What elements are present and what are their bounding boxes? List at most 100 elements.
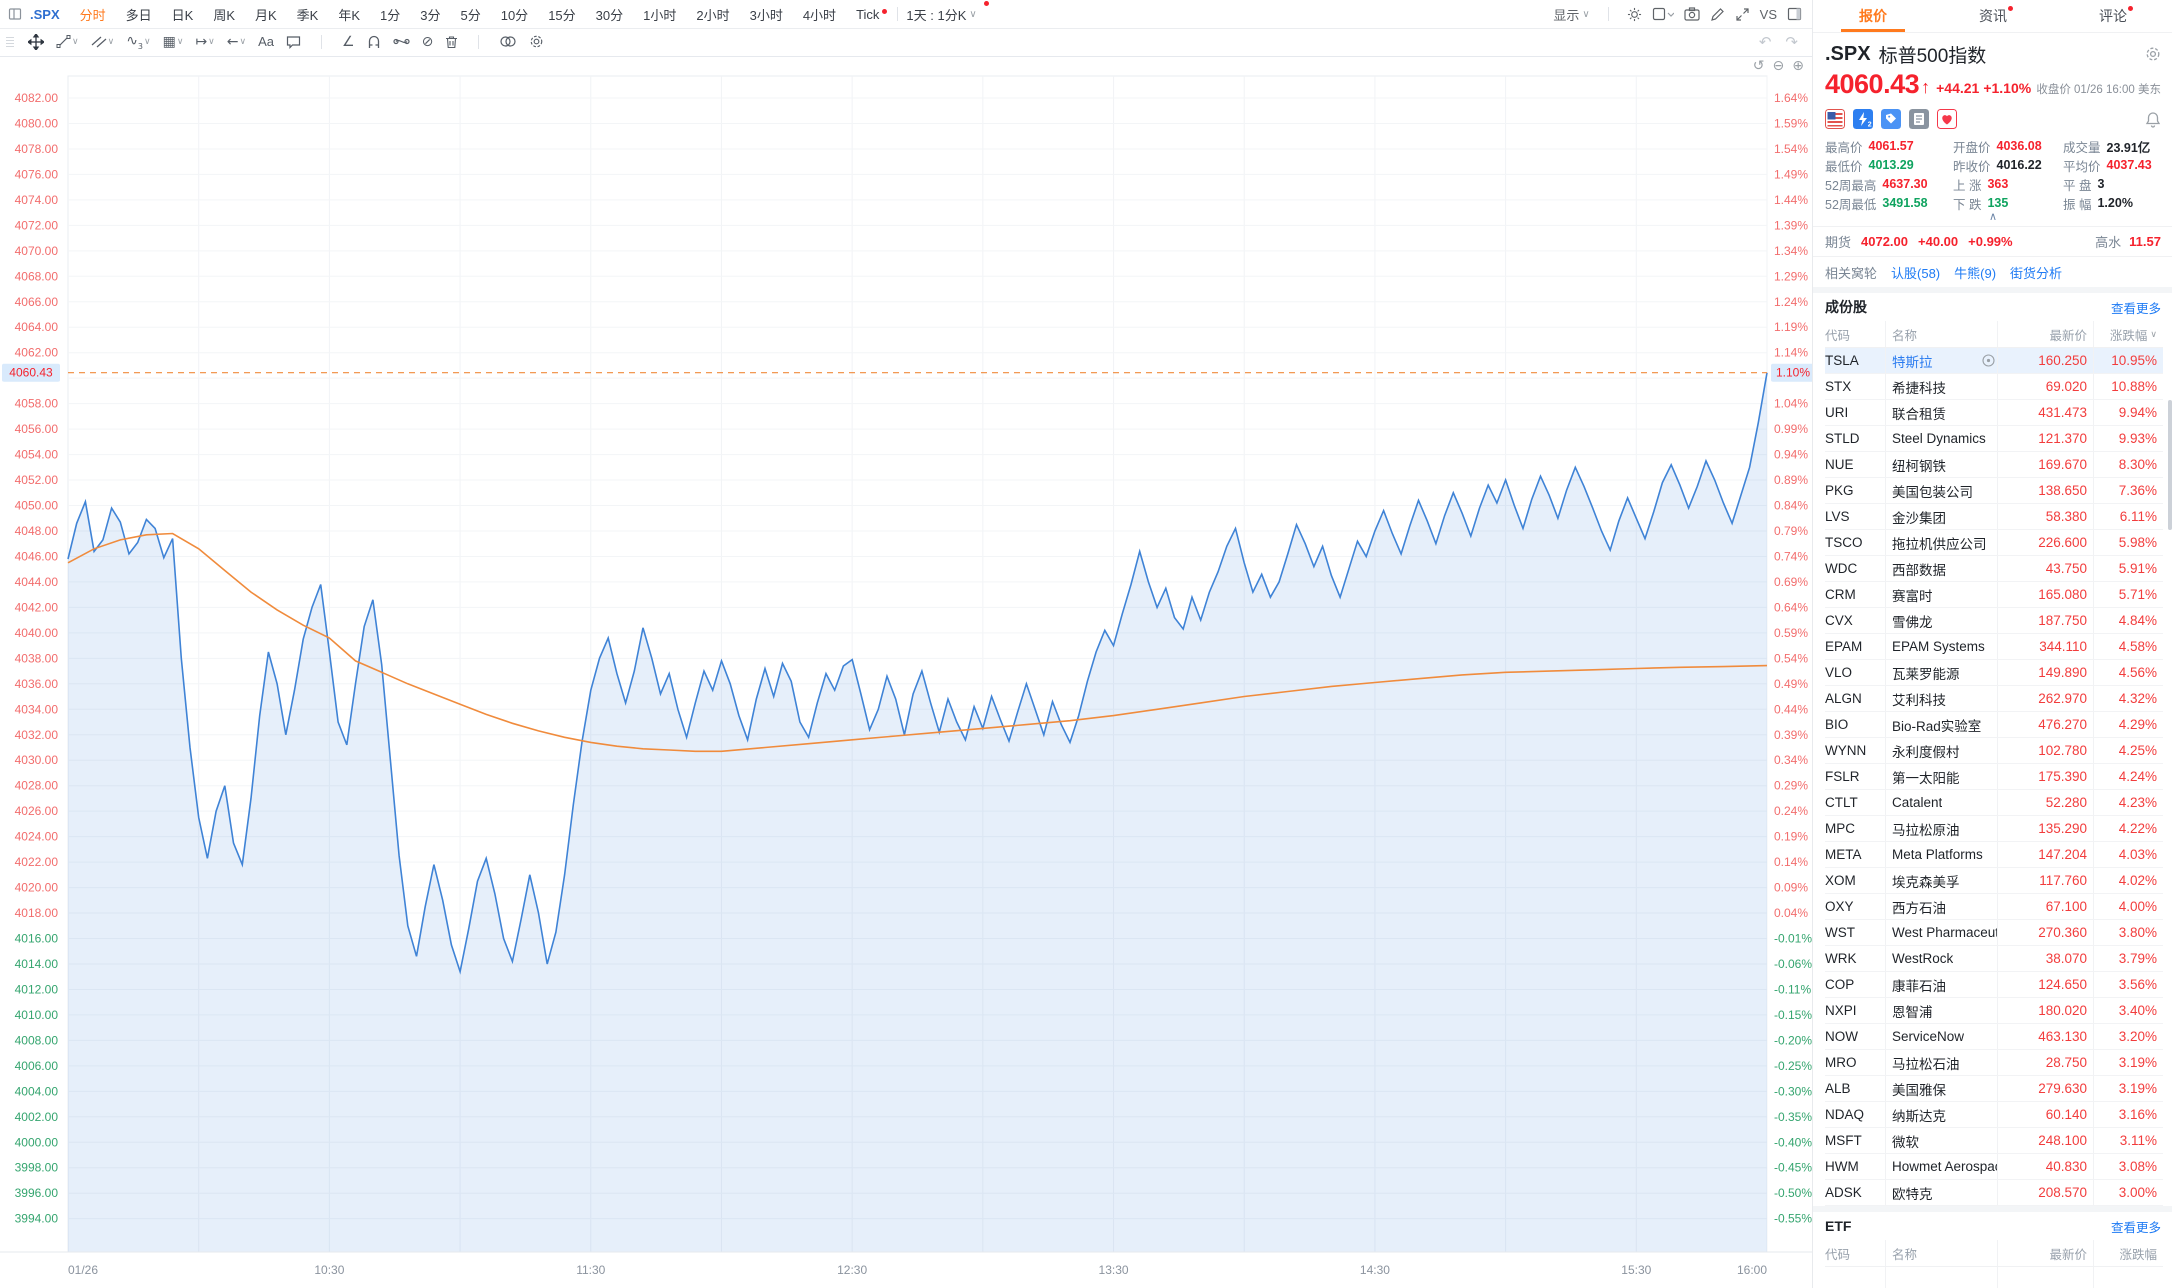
timeframe-tab-1小时[interactable]: 1小时 xyxy=(643,7,677,23)
etf-view-more-link[interactable]: 查看更多 xyxy=(2110,1220,2161,1235)
timeframe-tab-30分[interactable]: 30分 xyxy=(595,7,624,23)
chart-style-selector-icon[interactable] xyxy=(1652,7,1674,21)
timeframe-tab-分时[interactable]: 分时 xyxy=(79,7,106,23)
component-row[interactable]: CRM 赛富时 165.080 5.71% xyxy=(1825,582,2163,608)
header-cell[interactable]: 最新价 xyxy=(1997,321,2093,347)
component-row[interactable]: MRO 马拉松石油 28.750 3.19% xyxy=(1825,1050,2163,1076)
timeframe-tab-10分[interactable]: 10分 xyxy=(500,7,529,23)
move-cursor-icon[interactable] xyxy=(28,33,44,50)
component-row[interactable]: EPAM EPAM Systems 344.110 4.58% xyxy=(1825,634,2163,660)
component-row[interactable]: NUE 纽柯钢铁 169.670 8.30% xyxy=(1825,452,2163,478)
component-row[interactable]: LVS 金沙集团 58.380 6.11% xyxy=(1825,504,2163,530)
component-row[interactable]: MPC 马拉松原油 135.290 4.22% xyxy=(1825,816,2163,842)
component-row[interactable]: META Meta Platforms 147.204 4.03% xyxy=(1825,842,2163,868)
component-row[interactable]: ALGN 艾利科技 262.970 4.32% xyxy=(1825,686,2163,712)
angle-tool-icon[interactable]: ∠ xyxy=(342,33,355,50)
level2-quote-badge-icon[interactable]: 2 xyxy=(1853,109,1873,129)
panel-settings-gear-icon[interactable] xyxy=(2145,46,2161,62)
component-row[interactable]: WYNN 永利度假村 102.780 4.25% xyxy=(1825,738,2163,764)
component-row[interactable]: COP 康菲石油 124.650 3.56% xyxy=(1825,972,2163,998)
timeframe-tab-5分[interactable]: 5分 xyxy=(460,7,481,23)
component-row[interactable]: STLD Steel Dynamics 121.370 9.93% xyxy=(1825,426,2163,452)
panel-scrollbar[interactable] xyxy=(2168,400,2172,530)
timeframe-tab-3分[interactable]: 3分 xyxy=(420,7,441,23)
timeframe-tab-15分[interactable]: 15分 xyxy=(548,7,576,23)
intraday-chart-svg[interactable]: 4082.00 1.64% 4080.00 1.59% 4078.00 1.54% 4076… xyxy=(0,56,1815,1288)
draw-pencil-icon[interactable] xyxy=(1710,7,1725,22)
wave-tool[interactable]: ∿3 ∨ xyxy=(126,33,151,51)
timeframe-tab-周K[interactable]: 周K xyxy=(213,7,235,23)
component-row[interactable]: PKG 美国包装公司 138.650 7.36% xyxy=(1825,478,2163,504)
component-row[interactable]: CTLT Catalent 52.280 4.23% xyxy=(1825,790,2163,816)
arrow-annotation-tool[interactable]: ← ∨ xyxy=(226,33,247,50)
zoom-out-icon[interactable]: ⊖ xyxy=(1772,58,1785,74)
component-row[interactable]: WDC 西部数据 43.750 5.91% xyxy=(1825,556,2163,582)
header-cell[interactable]: 代码 xyxy=(1825,328,1851,343)
component-row[interactable]: NDAQ 纳斯达克 60.140 3.16% xyxy=(1825,1102,2163,1128)
timeframe-tab-3小时[interactable]: 3小时 xyxy=(749,7,783,23)
component-row[interactable]: STX 希捷科技 69.020 10.88% xyxy=(1825,374,2163,400)
component-row[interactable]: VLO 瓦莱罗能源 149.890 4.56% xyxy=(1825,660,2163,686)
undo-icon[interactable]: ↶ xyxy=(1758,33,1772,51)
header-cell[interactable]: 涨跌幅 ∨ xyxy=(2093,321,2163,347)
warrant-link[interactable]: 认股(58) xyxy=(1891,265,1941,281)
channel-tool[interactable]: ∨ xyxy=(91,35,114,49)
favorite-heart-icon[interactable] xyxy=(1937,109,1957,129)
measure-tool[interactable]: ↦ ∨ xyxy=(195,33,215,50)
trendline-tool[interactable]: ∨ xyxy=(56,34,79,49)
header-cell[interactable]: 代码 xyxy=(1825,1247,1851,1262)
header-cell[interactable]: 名称 xyxy=(1885,1240,1997,1266)
intraday-chart-area[interactable]: 4082.00 1.64% 4080.00 1.59% 4078.00 1.54% 4076… xyxy=(0,56,1815,1288)
warrant-link[interactable]: 牛熊(9) xyxy=(1954,265,1997,281)
panel-tab-资讯[interactable]: 资讯 xyxy=(1933,0,2053,32)
sync-drawings-icon[interactable] xyxy=(392,35,410,48)
timeframe-tab-Tick[interactable]: Tick xyxy=(846,7,889,22)
collapse-stats-chevron[interactable]: ∧ xyxy=(1988,211,1998,223)
redo-icon[interactable]: ↷ xyxy=(1785,33,1798,51)
timeframe-tab-多日[interactable]: 多日 xyxy=(125,7,152,23)
kline-selector[interactable]: 1天 : 1分K ∨ xyxy=(906,0,989,24)
warrant-link[interactable]: 街货分析 xyxy=(2010,265,2063,281)
component-row[interactable]: URI 联合租赁 431.473 9.94% xyxy=(1825,400,2163,426)
tag-badge-icon[interactable] xyxy=(1881,109,1901,129)
component-row[interactable]: TSCO 拖拉机供应公司 226.600 5.98% xyxy=(1825,530,2163,556)
comment-bubble-icon[interactable] xyxy=(286,35,301,49)
toolbar-settings-gear-icon[interactable] xyxy=(529,34,544,49)
layout-icon[interactable] xyxy=(8,7,22,21)
compare-overlay-icon[interactable] xyxy=(499,35,517,48)
component-row[interactable]: CVX 雪佛龙 187.750 4.84% xyxy=(1825,608,2163,634)
header-cell[interactable]: 涨跌幅 xyxy=(2093,1240,2163,1266)
text-annotation-tool[interactable]: Aa xyxy=(258,34,274,50)
panel-tab-报价[interactable]: 报价 xyxy=(1813,0,1933,32)
component-row[interactable]: ALB 美国雅保 279.630 3.19% xyxy=(1825,1076,2163,1102)
panel-tab-评论[interactable]: 评论 xyxy=(2053,0,2172,32)
timeframe-tab-1分[interactable]: 1分 xyxy=(380,7,401,23)
price-alert-bell-icon[interactable] xyxy=(2145,111,2161,128)
pattern-tool[interactable]: ▦ ∨ xyxy=(162,33,184,50)
timeframe-tab-日K[interactable]: 日K xyxy=(171,7,194,23)
screenshot-camera-icon[interactable] xyxy=(1684,7,1700,21)
component-row[interactable]: XOM 埃克森美孚 117.760 4.02% xyxy=(1825,868,2163,894)
compare-vs-button[interactable]: VS xyxy=(1759,6,1777,22)
zoom-in-icon[interactable]: ⊕ xyxy=(1792,58,1804,74)
timeframe-tab-年K[interactable]: 年K xyxy=(338,7,361,23)
notes-badge-icon[interactable] xyxy=(1909,109,1929,129)
display-menu[interactable]: 显示 ∨ xyxy=(1553,5,1589,24)
component-row[interactable]: NOW ServiceNow 463.130 3.20% xyxy=(1825,1024,2163,1050)
component-row[interactable]: MSFT 微软 248.100 3.11% xyxy=(1825,1128,2163,1154)
fullscreen-expand-icon[interactable] xyxy=(1735,7,1750,22)
hide-drawings-icon[interactable]: ⊘ xyxy=(421,33,434,50)
header-cell[interactable]: 名称 xyxy=(1885,321,1997,347)
component-row[interactable]: WRK WestRock 38.070 3.79% xyxy=(1825,946,2163,972)
component-row[interactable]: NXPI 恩智浦 180.020 3.40% xyxy=(1825,998,2163,1024)
component-row[interactable]: FSLR 第一太阳能 175.390 4.24% xyxy=(1825,764,2163,790)
reset-zoom-icon[interactable]: ↺ xyxy=(1752,58,1765,74)
header-cell[interactable]: 最新价 xyxy=(1997,1240,2093,1266)
timeframe-tab-4小时[interactable]: 4小时 xyxy=(802,7,837,23)
component-row[interactable]: TSLA 特斯拉 160.250 10.95% xyxy=(1825,348,2163,374)
component-row[interactable]: OXY 西方石油 67.100 4.00% xyxy=(1825,894,2163,920)
magnet-snap-icon[interactable] xyxy=(367,35,381,49)
chart-symbol-label[interactable]: .SPX xyxy=(30,6,60,22)
